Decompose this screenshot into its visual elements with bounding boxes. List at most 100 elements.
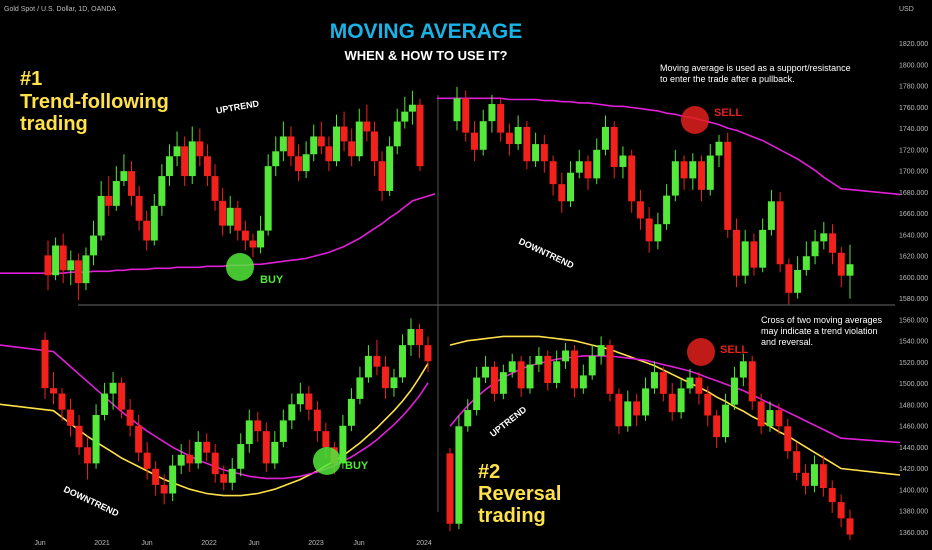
- bl-candle-body: [169, 465, 177, 494]
- x-tick-label: 2022: [201, 540, 217, 547]
- y-tick-label: 1600.000: [899, 275, 928, 282]
- bl-candle-body: [211, 452, 219, 475]
- bl-candle-body: [126, 409, 134, 426]
- tl-candle-body: [219, 200, 227, 226]
- tr-note-line-1: Moving average is used as a support/resi…: [660, 63, 851, 73]
- bl-candle-body: [296, 393, 304, 405]
- tr-candle-body: [584, 161, 592, 179]
- tr-candle-body: [802, 256, 810, 270]
- x-tick-label: Jun: [141, 540, 152, 547]
- y-tick-label: 1740.000: [899, 126, 928, 133]
- bl-candle-body: [390, 377, 398, 389]
- tr-candle-body: [654, 224, 662, 242]
- tl-candle-body: [165, 156, 173, 177]
- tl-candle-body: [226, 207, 234, 226]
- br-candle-body: [793, 451, 801, 473]
- tr-candle-body: [593, 149, 601, 179]
- tr-candle-body: [698, 161, 706, 190]
- bl-candle-body: [135, 425, 143, 453]
- tr-candle-body: [610, 126, 618, 167]
- bl-candle-body: [407, 329, 415, 346]
- br-candle-body: [464, 410, 472, 427]
- y-tick-label: 1640.000: [899, 232, 928, 239]
- br-candle-body: [544, 355, 552, 383]
- tr-candle-body: [645, 218, 653, 242]
- tr-candle-body: [724, 141, 732, 230]
- tl-candle-body: [112, 181, 120, 206]
- tl-panel: [0, 90, 436, 300]
- tl-candle-body: [90, 235, 98, 256]
- bl-candle-body: [305, 393, 313, 410]
- bl-candle-body: [118, 382, 126, 410]
- tr-candle-body: [794, 269, 802, 293]
- tl-candle-body: [67, 260, 75, 271]
- tr-candle-body: [479, 121, 487, 150]
- br-candle-body: [784, 426, 792, 452]
- tr-note-line-2: to enter the trade after a pullback.: [660, 74, 795, 84]
- y-tick-label: 1700.000: [899, 169, 928, 176]
- tr-candle-body: [820, 233, 828, 242]
- br-candle-body: [579, 375, 587, 389]
- br-candle-body: [810, 464, 818, 486]
- tl-candle-body: [234, 207, 242, 231]
- tr-candle-body: [663, 195, 671, 225]
- tr-candle-body: [558, 184, 566, 202]
- br-candle-body: [766, 410, 774, 427]
- bl-candle-body: [398, 345, 406, 378]
- bl-candle-body: [415, 329, 423, 346]
- tl-candle-body: [272, 151, 280, 167]
- br-candle-body: [739, 361, 747, 378]
- bl-candle-body: [322, 431, 330, 448]
- tr-candle-body: [488, 104, 496, 122]
- br-candle-body: [819, 464, 827, 489]
- tl-candle-body: [370, 131, 378, 162]
- y-tick-label: 1380.000: [899, 509, 928, 516]
- br-candle-body: [686, 377, 694, 389]
- bl-candle-body: [220, 474, 228, 483]
- br-sell-marker: [687, 338, 715, 366]
- br-candle-body: [668, 393, 676, 413]
- tr-candle-body: [741, 241, 749, 276]
- tl-candle-body: [340, 126, 348, 142]
- tl-candle-body: [143, 220, 151, 241]
- br-candle-body: [695, 377, 703, 394]
- br-candle-body: [499, 372, 507, 394]
- bl-candle-body: [41, 339, 49, 389]
- br-candle-body: [473, 377, 481, 411]
- tl-candle-body: [150, 205, 158, 241]
- tl-buy-marker: [226, 253, 254, 281]
- tr-candle-body: [540, 144, 548, 162]
- tr-candle-body: [767, 201, 775, 230]
- bl-candle-body: [262, 431, 270, 464]
- tl-candle-body: [82, 255, 90, 284]
- x-tick-label: Jun: [34, 540, 45, 547]
- x-axis: Jun 2021 Jun 2022 Jun 2023 Jun 2024: [34, 540, 432, 547]
- y-tick-label: 1420.000: [899, 466, 928, 473]
- br-candle-body: [482, 366, 490, 378]
- x-tick-label: Jun: [353, 540, 364, 547]
- y-tick-label: 1520.000: [899, 360, 928, 367]
- y-tick-label: 1620.000: [899, 254, 928, 261]
- br-candle-body: [677, 388, 685, 413]
- bl-candle-body: [109, 382, 117, 394]
- y-tick-label: 1540.000: [899, 339, 928, 346]
- br-candle-body: [446, 453, 454, 524]
- tr-candle-body: [837, 252, 845, 276]
- tl-candle-body: [355, 121, 363, 157]
- tr-candle-body: [732, 229, 740, 276]
- bl-candle-body: [50, 388, 58, 394]
- tl-candle-body: [310, 136, 318, 155]
- tr-candle-body: [628, 155, 636, 202]
- x-tick-label: 2024: [416, 540, 432, 547]
- bl-candle-body: [288, 404, 296, 421]
- br-candle-body: [730, 377, 738, 405]
- bl-candle-body: [364, 355, 372, 378]
- x-tick-label: 2021: [94, 540, 110, 547]
- bl-candle-body: [237, 444, 245, 469]
- x-tick-label: Jun: [248, 540, 259, 547]
- bl-candle-body: [186, 454, 194, 464]
- bl-candle-body: [203, 441, 211, 453]
- br-ma-line-2: [449, 355, 901, 444]
- tl-candle-body: [287, 136, 295, 157]
- br-candle-body: [597, 345, 605, 356]
